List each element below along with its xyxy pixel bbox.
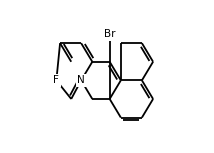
Text: F: F <box>54 75 59 85</box>
Text: Br: Br <box>104 30 115 39</box>
Text: N: N <box>77 75 85 85</box>
